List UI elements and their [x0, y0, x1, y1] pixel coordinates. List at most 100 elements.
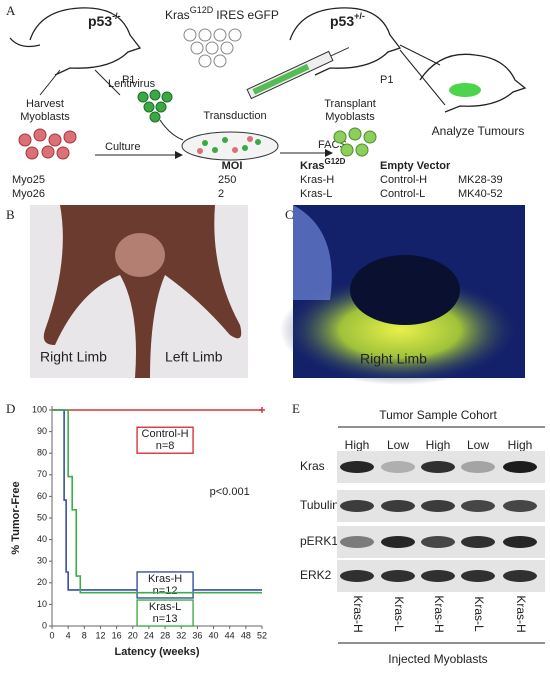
legend-n: n=13: [153, 613, 178, 625]
age: P1: [122, 74, 135, 86]
panel-label: B: [6, 207, 15, 222]
gene: p53: [330, 13, 354, 29]
y-tick-label: 30: [37, 556, 47, 566]
legend-n: n=8: [156, 440, 175, 452]
band: [381, 536, 415, 548]
table-cell: Kras-H: [300, 174, 334, 186]
band: [381, 570, 415, 582]
censor-mark: [259, 407, 265, 413]
panel-label: C: [285, 207, 294, 222]
harvest: Myoblasts: [20, 111, 70, 123]
transduction-label: Transduction: [203, 110, 266, 122]
culture-label: Culture: [105, 141, 140, 153]
animal: [115, 233, 165, 277]
limb-label: Right Limb: [40, 349, 107, 365]
table-cell: 2: [218, 188, 224, 200]
transplant: Transplant: [324, 98, 376, 110]
table-cell: Control-L: [380, 188, 425, 200]
legend-box: [136, 599, 194, 627]
survival-curve: [52, 409, 262, 594]
column-label: Low: [387, 438, 409, 452]
table-cell: Myo25: [12, 174, 45, 186]
panel-label: D: [6, 401, 15, 416]
construct: KrasG12D IRES eGFP: [165, 5, 279, 22]
x-tick-label: 48: [241, 630, 251, 640]
x-tick-label: 40: [209, 630, 219, 640]
gene: Kras: [300, 160, 324, 172]
x-axis-title: Latency (weeks): [115, 646, 200, 658]
table: Myo25 250 Kras-H Control-H MK28-39 Myo26 2 Kras…: [12, 174, 503, 200]
mouse-sketch: [9, 7, 142, 76]
table-cell: Kras-L: [300, 188, 332, 200]
dish: [181, 131, 279, 161]
x-tick-label: 28: [160, 630, 170, 640]
table-header: KrasG12D: [300, 157, 346, 172]
band: [381, 500, 415, 512]
row-label: pERK1/2: [300, 534, 348, 548]
syringe: [246, 47, 350, 100]
row-label: ERK2: [300, 568, 332, 582]
band: [340, 570, 374, 582]
cohort-header: Tumor Sample Cohort: [379, 408, 497, 422]
myoblasts: [18, 128, 77, 160]
band: [340, 500, 374, 512]
fluorescence: [280, 275, 520, 385]
age: P1: [380, 74, 393, 86]
x-tick-label: 36: [192, 630, 202, 640]
band: [503, 500, 537, 512]
legend-n: n=12: [153, 585, 178, 597]
p-value: p<0.001: [210, 486, 250, 498]
y-tick-label: 50: [37, 512, 47, 522]
plasmid-circles: [183, 28, 242, 68]
x-tick-label: 32: [176, 630, 186, 640]
band: [461, 536, 495, 548]
band: [421, 500, 455, 512]
panel-b: B Right Limb Left Limb: [6, 205, 248, 378]
band: [503, 570, 537, 582]
virus-cluster: [137, 89, 173, 123]
x-tick-label: 12: [95, 630, 105, 640]
column-label: High: [345, 438, 370, 452]
survival-curve: [52, 409, 262, 591]
column-label: High: [426, 438, 451, 452]
dish-cells: [197, 136, 253, 154]
column-label: Low: [467, 438, 489, 452]
x-tick-label: 44: [225, 630, 235, 640]
band: [421, 461, 455, 473]
band: [381, 461, 415, 473]
row-label: Kras: [300, 459, 325, 473]
x-tick-label: 24: [144, 630, 154, 640]
harvest: Harvest: [26, 98, 64, 110]
construct-rest: IRES eGFP: [216, 8, 279, 22]
y-tick-label: 80: [37, 448, 47, 458]
legend-name: Control-H: [142, 428, 189, 440]
y-tick-label: 100: [32, 404, 47, 414]
table-cell: Myo26: [12, 188, 45, 200]
tumour: [449, 83, 481, 97]
table-cell: MK28-39: [458, 174, 503, 186]
y-axis-title: % Tumor-Free: [10, 481, 22, 554]
table-header: Empty Vector: [380, 160, 451, 172]
band: [340, 461, 374, 473]
genotype: +/-: [354, 11, 365, 21]
band: [503, 461, 537, 473]
x-tick-label: 16: [112, 630, 122, 640]
genotype: -/-: [112, 11, 121, 21]
dish-cells: [202, 137, 261, 153]
y-tick-label: 70: [37, 469, 47, 479]
animal: [43, 205, 242, 378]
lane-label: Kras-L: [472, 596, 486, 632]
transplant: Myoblasts: [325, 111, 375, 123]
mouse-sketch: [289, 7, 402, 76]
lentivirus-label: Lentivirus: [108, 78, 156, 90]
column-label: High: [508, 438, 533, 452]
band: [461, 500, 495, 512]
table-cell: MK40-52: [458, 188, 503, 200]
allele: G12D: [190, 5, 214, 15]
x-tick-label: 20: [128, 630, 138, 640]
allele: G12D: [324, 157, 345, 166]
lane-label: Kras-H: [514, 595, 528, 632]
legend-box: [136, 571, 194, 599]
